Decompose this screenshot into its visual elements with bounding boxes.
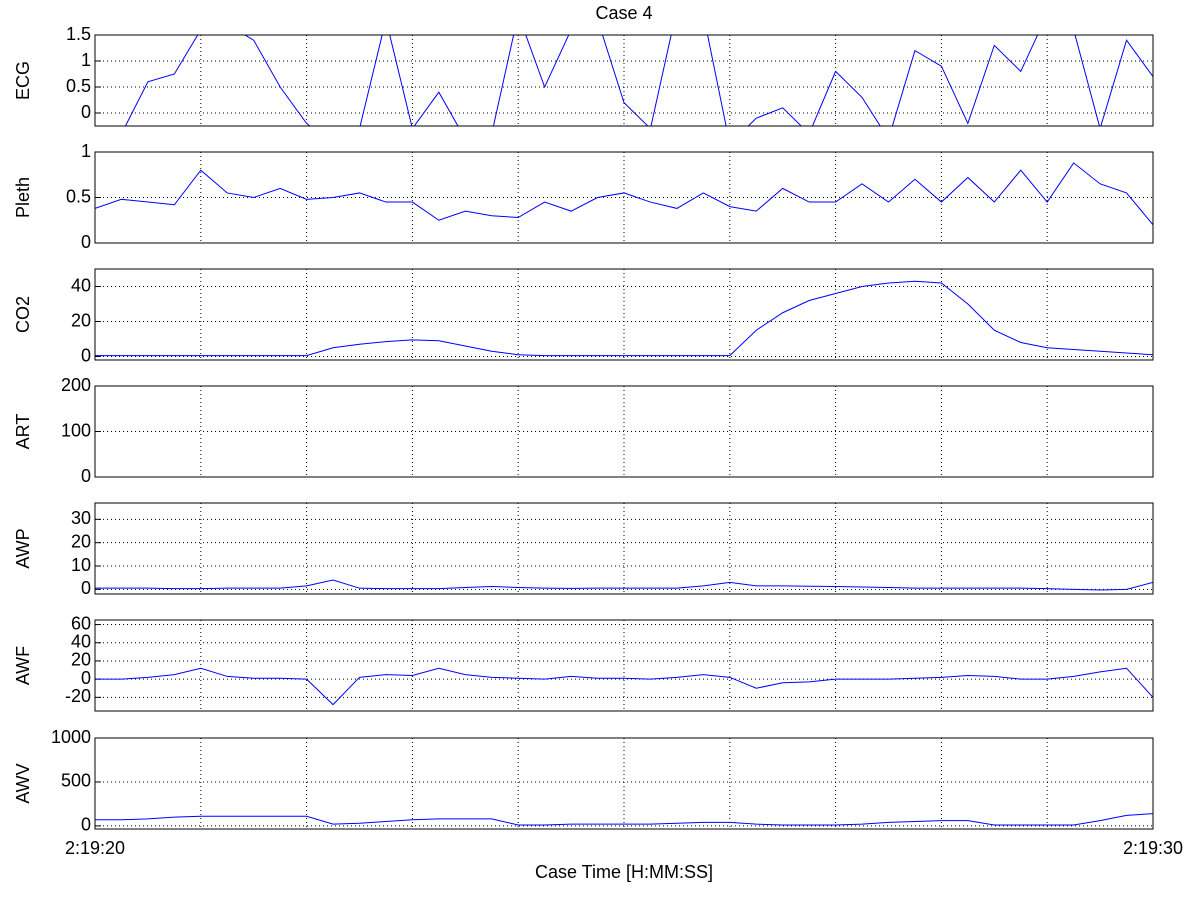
y-tick-label: 0 xyxy=(81,815,91,835)
y-tick-label: 10 xyxy=(71,555,91,575)
plot-area xyxy=(95,667,1153,706)
y-tick-label: 0 xyxy=(81,345,91,365)
y-tick-label: 0 xyxy=(81,466,91,486)
y-tick-label: 20 xyxy=(71,310,91,330)
y-tick-label: 0.5 xyxy=(66,186,91,206)
y-axis-label: Pleth xyxy=(13,177,33,218)
axes-box xyxy=(94,385,1154,478)
plot-area xyxy=(124,35,1153,126)
y-tick-label: 0.5 xyxy=(66,76,91,96)
y-tick-label: 1 xyxy=(81,141,91,161)
y-tick-label: 60 xyxy=(71,613,91,633)
data-line xyxy=(95,162,1153,226)
axes-box xyxy=(94,34,1154,127)
plot-area xyxy=(95,813,1153,826)
y-tick-label: 40 xyxy=(71,632,91,652)
axes-box xyxy=(94,737,1154,830)
y-axis-label: AWV xyxy=(13,763,33,803)
data-line xyxy=(124,35,1153,126)
axes-box xyxy=(94,268,1154,361)
data-line xyxy=(95,667,1153,706)
plot-area xyxy=(95,280,1153,357)
y-axis-label: AWF xyxy=(13,646,33,685)
y-tick-label: 30 xyxy=(71,508,91,528)
plot-area xyxy=(95,579,1153,591)
x-tick-label: 2:19:20 xyxy=(65,838,125,858)
y-axis-label: CO2 xyxy=(13,296,33,333)
data-line xyxy=(95,280,1153,357)
axes-box xyxy=(94,151,1154,244)
y-tick-label: 1.5 xyxy=(66,24,91,44)
axes-box xyxy=(94,619,1154,712)
y-tick-label: 1 xyxy=(81,50,91,70)
axes-box xyxy=(94,502,1154,595)
plot-area xyxy=(95,162,1153,226)
chart-title: Case 4 xyxy=(595,3,652,23)
data-line xyxy=(95,579,1153,591)
y-tick-label: 500 xyxy=(61,771,91,791)
y-tick-label: 0 xyxy=(81,232,91,252)
y-tick-label: 100 xyxy=(61,420,91,440)
y-tick-label: 20 xyxy=(71,531,91,551)
y-tick-label: 200 xyxy=(61,375,91,395)
data-line xyxy=(95,813,1153,826)
y-tick-label: 40 xyxy=(71,275,91,295)
y-axis-label: AWP xyxy=(13,528,33,568)
y-tick-label: 1000 xyxy=(51,727,91,747)
y-tick-label: 0 xyxy=(81,668,91,688)
y-tick-label: 0 xyxy=(81,578,91,598)
y-tick-label: -20 xyxy=(65,686,91,706)
y-axis-label: ART xyxy=(13,414,33,450)
x-tick-label: 2:19:30 xyxy=(1123,838,1183,858)
y-tick-label: 20 xyxy=(71,650,91,670)
y-axis-label: ECG xyxy=(13,61,33,100)
x-axis-label: Case Time [H:MM:SS] xyxy=(535,862,713,882)
y-tick-label: 0 xyxy=(81,102,91,122)
